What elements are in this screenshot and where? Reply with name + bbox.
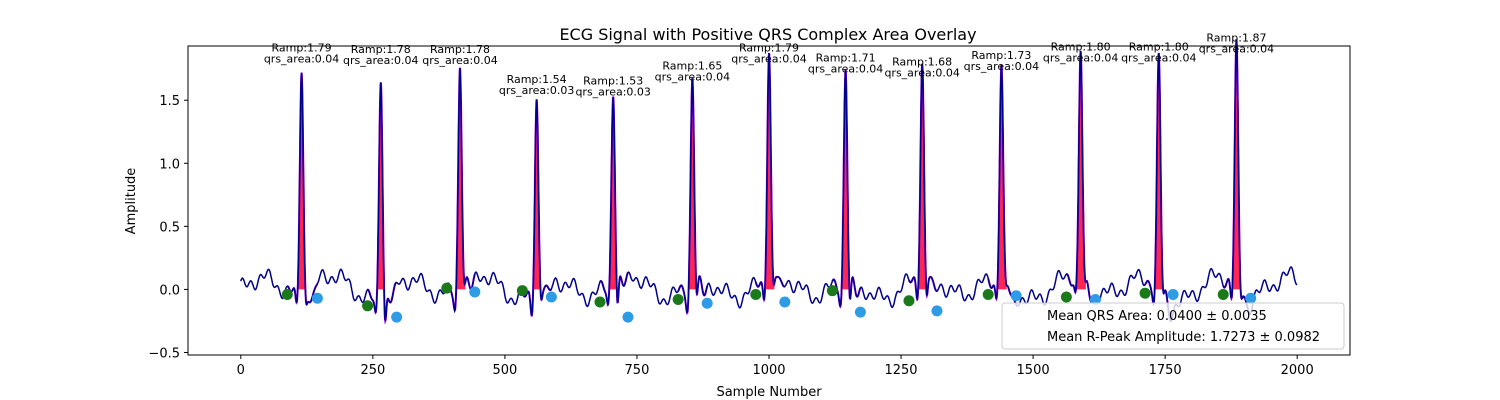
r-peak-amp-label: Ramp:1.80 (1051, 40, 1111, 53)
r-peak-amp-label: Ramp:1.54 (507, 73, 567, 86)
x-tick-label: 1000 (752, 363, 785, 378)
s-point-marker (1167, 288, 1179, 300)
s-point-marker (1010, 290, 1022, 302)
x-tick-label: 250 (360, 363, 385, 378)
r-peak-amp-label: Ramp:1.79 (739, 42, 799, 55)
x-tick-label: 1750 (1149, 363, 1182, 378)
x-tick-label: 1500 (1017, 363, 1050, 378)
q-point-marker (441, 282, 453, 294)
q-point-marker (903, 295, 915, 307)
qrs-area-label: qrs_area:0.04 (264, 53, 339, 66)
qrs-area-label: qrs_area:0.03 (499, 84, 574, 97)
ecg-signal-line (240, 39, 1298, 322)
q-point-marker (750, 288, 762, 300)
x-tick-label: 500 (492, 363, 517, 378)
qrs-area-label: qrs_area:0.04 (655, 70, 730, 83)
qrs-area-label: qrs_area:0.04 (1121, 51, 1196, 64)
r-peak-amp-label: Ramp:1.53 (583, 74, 643, 87)
qrs-area-label: qrs_area:0.04 (343, 54, 418, 67)
r-peak-amp-label: Ramp:1.87 (1206, 32, 1266, 45)
qrs-area-label: qrs_area:0.04 (1043, 51, 1118, 64)
chart-title: ECG Signal with Positive QRS Complex Are… (559, 25, 976, 44)
s-point-marker (1245, 292, 1257, 304)
legend: Mean QRS Area: 0.0400 ± 0.0035 Mean R-Pe… (1001, 302, 1345, 350)
q-point-marker (1139, 287, 1151, 299)
q-point-marker (281, 288, 293, 300)
s-point-marker (1089, 294, 1101, 306)
x-tick-label: 1250 (884, 363, 917, 378)
qrs-area-label: qrs_area:0.04 (884, 67, 959, 80)
y-tick-label: 1.5 (159, 94, 180, 109)
r-peak-amp-label: Ramp:1.68 (892, 56, 952, 69)
q-point-marker (1217, 288, 1229, 300)
q-point-marker (594, 296, 606, 308)
x-tick-label: 0 (237, 363, 245, 378)
s-point-marker (854, 306, 866, 318)
y-tick-label: 0.5 (159, 220, 180, 235)
s-point-marker (622, 311, 634, 323)
s-point-marker (391, 311, 403, 323)
q-point-marker (1060, 291, 1072, 303)
legend-box (1001, 302, 1345, 350)
y-axis-title: Amplitude (124, 168, 139, 235)
s-point-marker (311, 292, 323, 304)
x-tick-label: 2000 (1281, 363, 1314, 378)
x-tick-label: 750 (625, 363, 650, 378)
x-axis-title: Sample Number (716, 385, 822, 400)
r-peak-amp-label: Ramp:1.79 (272, 42, 332, 55)
q-point-marker (362, 300, 374, 312)
qrs-area-label: qrs_area:0.04 (731, 53, 806, 66)
r-peak-amp-label: Ramp:1.73 (971, 49, 1031, 62)
qrs-area-label: qrs_area:0.04 (1199, 43, 1274, 56)
qrs-area-label: qrs_area:0.04 (964, 60, 1039, 73)
q-point-marker (672, 294, 684, 306)
x-axis: 0 250 500 750 1000 1250 1500 1750 2000 (237, 355, 1314, 378)
r-peak-amp-label: Ramp:1.80 (1129, 40, 1189, 53)
s-point-marker (931, 305, 943, 317)
qrs-area-label: qrs_area:0.04 (808, 63, 883, 76)
r-peak-amp-label: Ramp:1.65 (662, 59, 722, 72)
y-axis: −0.5 0.0 0.5 1.0 1.5 (148, 94, 188, 361)
legend-entry-mean-qrs-area: Mean QRS Area: 0.0400 ± 0.0035 (1047, 309, 1267, 324)
qrs-area-label: qrs_area:0.04 (422, 54, 497, 67)
qrs-area-label: qrs_area:0.03 (575, 85, 650, 98)
s-point-marker (779, 296, 791, 308)
r-peak-amp-label: Ramp:1.71 (816, 52, 876, 65)
q-point-marker (516, 285, 528, 297)
y-tick-label: −0.5 (148, 346, 180, 361)
q-point-marker (826, 285, 838, 297)
s-point-marker (545, 291, 557, 303)
y-tick-label: 0.0 (159, 283, 180, 298)
y-tick-label: 1.0 (159, 157, 180, 172)
legend-entry-mean-r-peak-amplitude: Mean R-Peak Amplitude: 1.7273 ± 0.0982 (1047, 330, 1320, 345)
q-point-marker (982, 288, 994, 300)
s-point-marker (469, 286, 481, 298)
s-point-marker (701, 297, 713, 309)
